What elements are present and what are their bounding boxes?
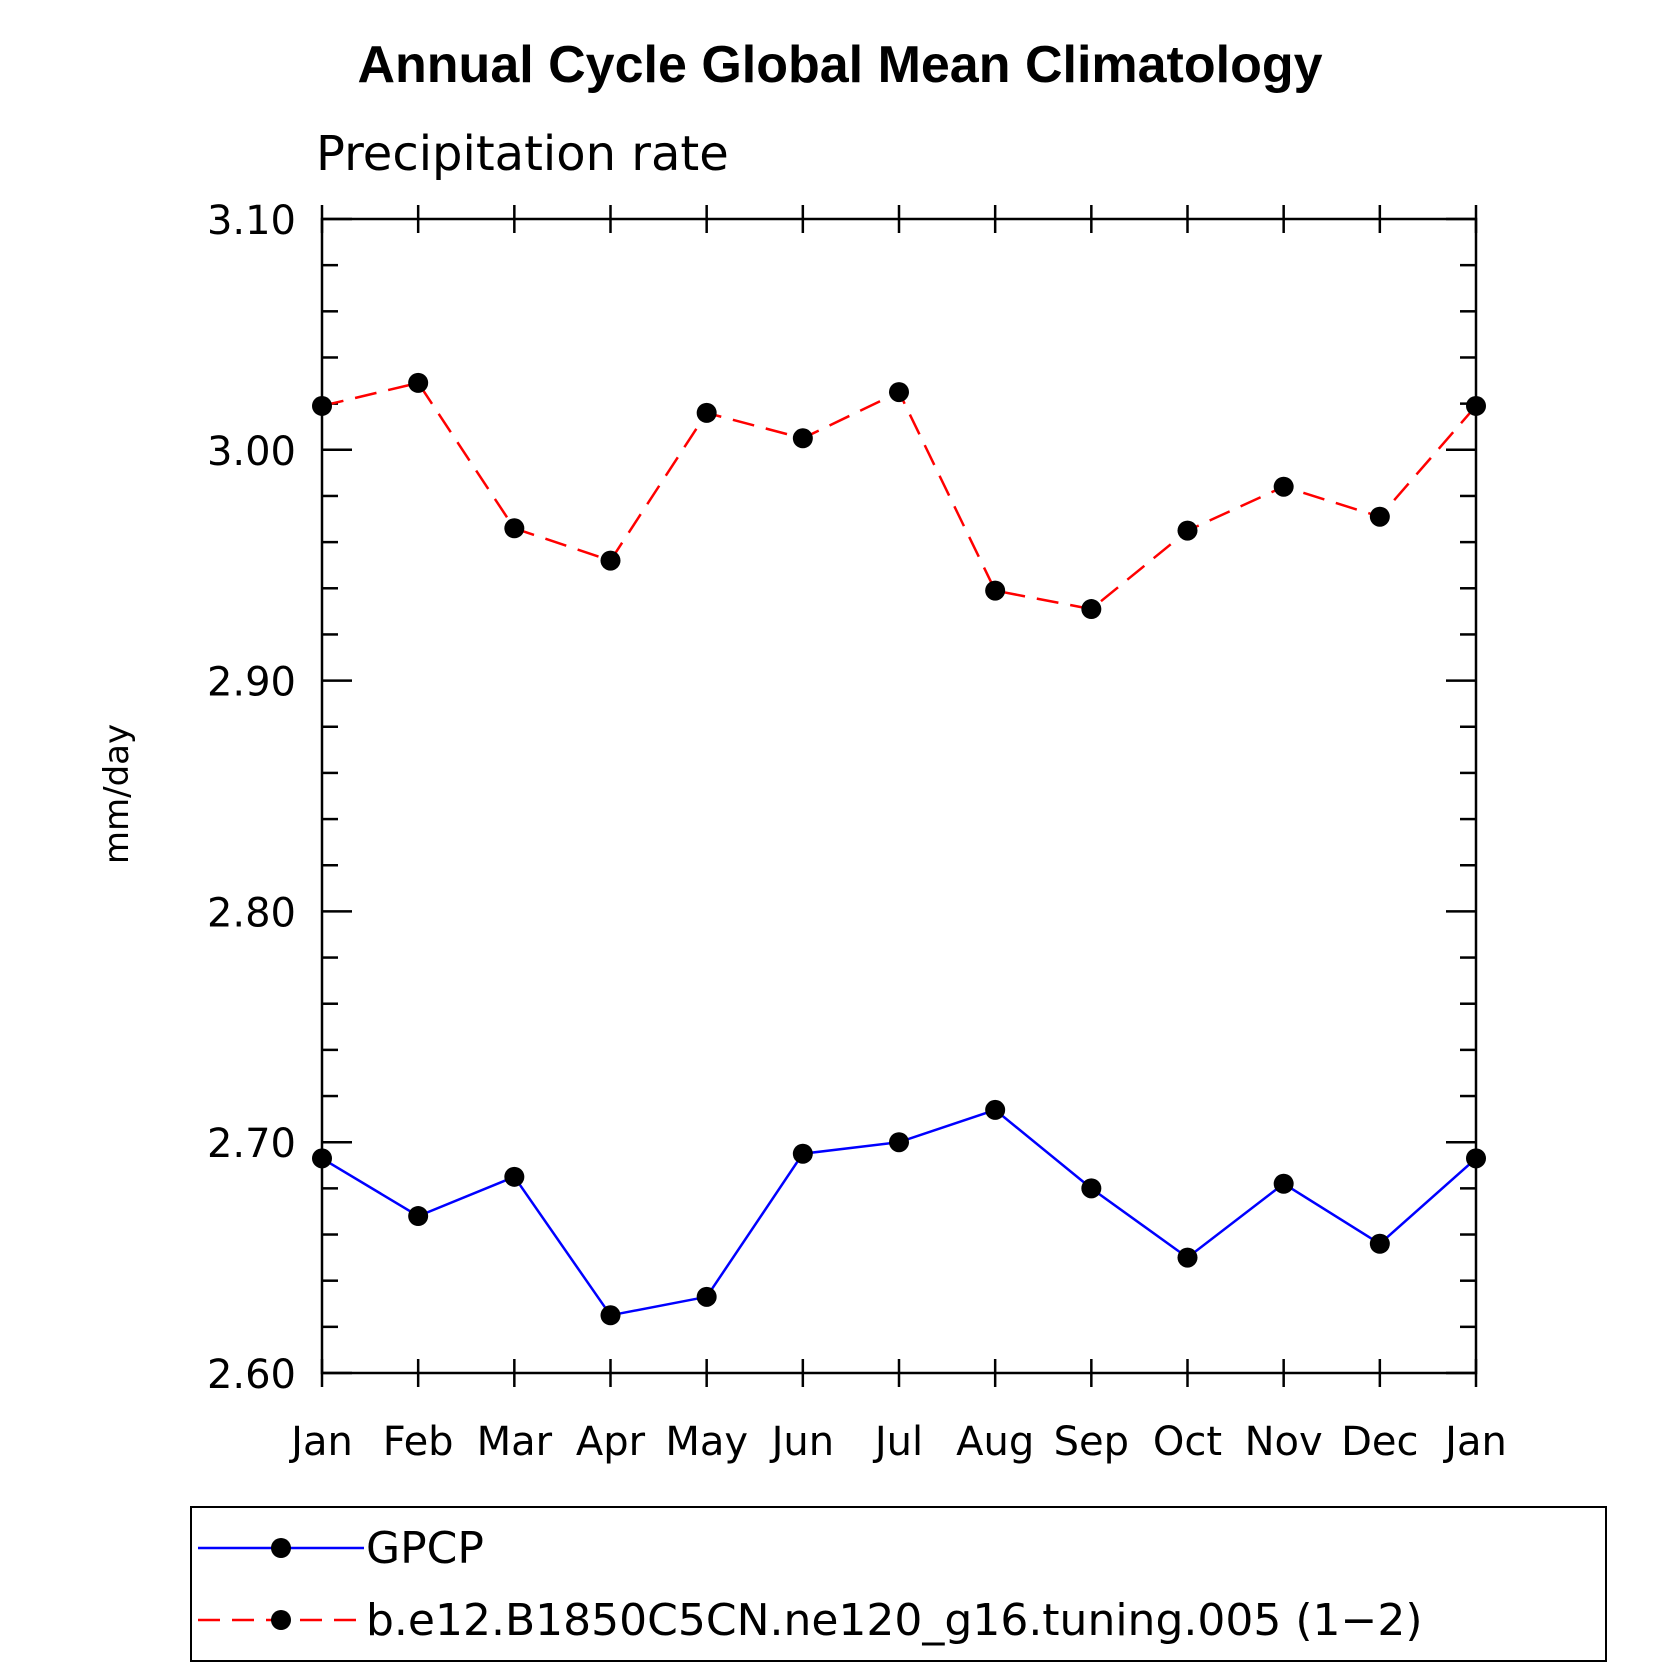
series-0-point — [408, 1206, 429, 1227]
series-0-point — [312, 1148, 332, 1169]
series-1-point — [1177, 520, 1198, 541]
chart-subtitle: Precipitation rate — [316, 126, 729, 182]
y-tick-label: 3.10 — [207, 198, 296, 244]
series-1-point — [985, 580, 1006, 601]
y-axis-label: mm/day — [97, 724, 137, 864]
series-0-point — [889, 1132, 909, 1153]
x-tick-label: Apr — [576, 1419, 646, 1465]
y-tick-label: 2.60 — [207, 1352, 296, 1398]
y-tick-label: 2.90 — [207, 660, 296, 706]
series-0-point — [1369, 1233, 1390, 1254]
legend-marker-gpcp — [271, 1538, 291, 1558]
x-tick-label: Feb — [383, 1419, 454, 1465]
x-tick-label: Sep — [1054, 1419, 1129, 1465]
y-tick-label: 2.70 — [207, 1121, 296, 1167]
series-0-point — [504, 1166, 525, 1187]
series-1-point — [1369, 506, 1390, 527]
legend: GPCP b.e12.B1850C5CN.ne120_g16.tuning.00… — [190, 1506, 1607, 1662]
series-0-point — [600, 1305, 621, 1326]
series-1-point — [696, 402, 717, 423]
x-tick-label: Jan — [288, 1419, 353, 1465]
series-1-point — [1466, 395, 1486, 416]
series-line-1 — [321, 381, 1477, 611]
series-1-point — [504, 518, 525, 539]
series-0-point — [1273, 1173, 1294, 1194]
series-1-point — [600, 550, 621, 571]
legend-box — [190, 1506, 1607, 1662]
series-0-point — [1466, 1148, 1486, 1169]
series-0-point — [1177, 1247, 1198, 1268]
legend-label-gpcp: GPCP — [366, 1523, 484, 1574]
series-layer — [312, 372, 1486, 1326]
x-tick-label: Oct — [1153, 1419, 1222, 1465]
series-1-point — [408, 372, 429, 393]
x-tick-label: Jan — [1442, 1419, 1507, 1465]
y-tick-labels: 2.60 2.70 2.80 2.90 3.00 3.10 — [207, 198, 296, 1398]
y-tick-label: 2.80 — [207, 890, 296, 936]
series-1-point — [792, 428, 813, 449]
x-tick-label: Mar — [477, 1419, 553, 1465]
series-1-point — [312, 395, 332, 416]
chart-title: Annual Cycle Global Mean Climatology — [357, 36, 1322, 94]
series-0-point — [985, 1099, 1006, 1120]
x-tick-label: Jun — [769, 1419, 835, 1465]
series-1-point — [1273, 476, 1294, 497]
y-tick-label: 3.00 — [207, 429, 296, 475]
x-tick-label: Jul — [872, 1419, 923, 1465]
series-1-point — [889, 382, 909, 403]
series-0-point — [1081, 1178, 1102, 1199]
series-1-point — [1081, 599, 1102, 620]
x-tick-label: Nov — [1245, 1419, 1323, 1465]
x-tick-label: May — [665, 1419, 748, 1465]
legend-label-model: b.e12.B1850C5CN.ne120_g16.tuning.005 (1−… — [366, 1595, 1423, 1646]
series-0-point — [696, 1286, 717, 1307]
x-tick-labels: Jan Feb Mar Apr May Jun Jul Aug Sep Oct Nov Dec Jan — [288, 1419, 1507, 1465]
series-0-point — [792, 1143, 813, 1164]
x-tick-label: Dec — [1341, 1419, 1418, 1465]
x-tick-label: Aug — [956, 1419, 1034, 1465]
plot-frame — [320, 217, 1478, 1375]
legend-marker-model — [271, 1610, 291, 1630]
